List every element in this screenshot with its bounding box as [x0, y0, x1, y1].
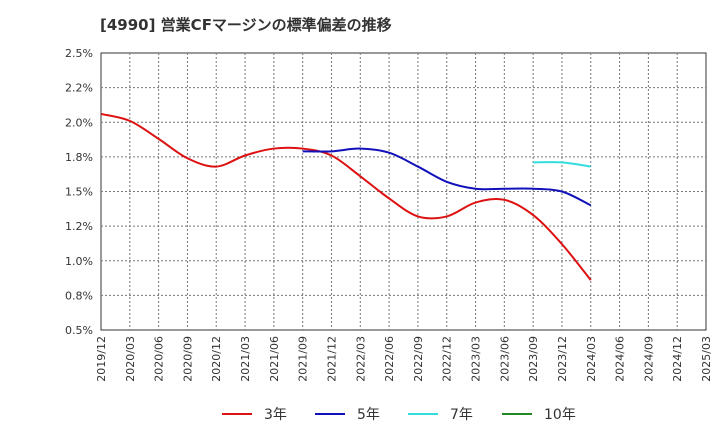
x-tick-label: 2024/12	[671, 336, 684, 382]
x-axis-ticks: 2019/12 2020/03 2020/06 2020/09 2020/12 2021/…	[95, 336, 713, 382]
x-tick-label: 2024/03	[585, 336, 598, 382]
x-tick-label: 2021/12	[325, 336, 338, 382]
x-tick-label: 2022/12	[441, 336, 454, 382]
x-tick-label: 2023/09	[527, 336, 540, 382]
y-tick-label: 1.5%	[65, 186, 93, 199]
series-line-1	[100, 112, 592, 281]
x-tick-label: 2020/03	[124, 336, 137, 382]
x-tick-label: 2025/03	[700, 336, 713, 382]
x-tick-label: 2020/06	[153, 336, 166, 382]
y-tick-label: 0.5%	[65, 324, 93, 337]
legend-label: 7年	[450, 407, 473, 423]
plot-area	[100, 52, 707, 331]
x-tick-label: 2022/03	[354, 336, 367, 382]
x-tick-label: 2021/03	[239, 336, 252, 382]
series-lines	[100, 112, 592, 281]
legend-label: 3年	[264, 407, 287, 423]
series-line-2	[302, 147, 592, 207]
x-tick-label: 2021/09	[297, 336, 310, 382]
x-tick-label: 2021/06	[268, 336, 281, 382]
y-tick-label: 2.2%	[65, 82, 93, 95]
x-tick-label: 2019/12	[95, 336, 108, 382]
y-tick-label: 1.2%	[65, 220, 93, 233]
series-line-3	[533, 161, 591, 168]
y-tick-label: 1.8%	[65, 151, 93, 164]
y-axis-ticks: 2.5% 2.2% 2.0% 1.8% 1.5% 1.2% 1.0% 0.8% 0.5%	[65, 47, 93, 337]
x-tick-label: 2023/03	[470, 336, 483, 382]
x-tick-label: 2022/06	[383, 336, 396, 382]
grid-lines	[101, 53, 706, 330]
x-tick-label: 2022/09	[412, 336, 425, 382]
x-tick-label: 2020/12	[210, 336, 223, 382]
y-tick-label: 2.0%	[65, 116, 93, 129]
x-tick-label: 2024/06	[614, 336, 627, 382]
legend-label: 5年	[357, 407, 380, 423]
x-tick-label: 2020/09	[181, 336, 194, 382]
y-tick-label: 1.0%	[65, 255, 93, 268]
legend: 3年 5年 7年 10年	[222, 407, 576, 423]
x-tick-label: 2024/09	[642, 336, 655, 382]
chart-title: [4990] 営業CFマージンの標準偏差の推移	[100, 16, 392, 34]
y-tick-label: 2.5%	[65, 47, 93, 60]
x-tick-label: 2023/06	[498, 336, 511, 382]
y-tick-label: 0.8%	[65, 289, 93, 302]
x-tick-label: 2023/12	[556, 336, 569, 382]
legend-label: 10年	[544, 407, 576, 423]
